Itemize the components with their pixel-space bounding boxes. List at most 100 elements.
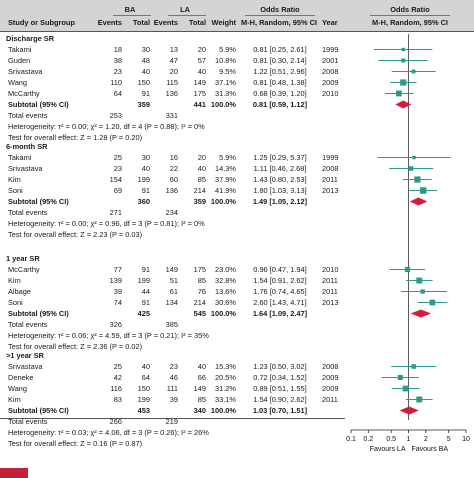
events-a-header: Events: [97, 18, 122, 27]
study-name: Srivastava: [8, 67, 43, 76]
subtotal-odds-ratio: 1.03 [0.70, 1.51]: [252, 406, 308, 415]
point-estimate: [429, 299, 436, 306]
study-name: Srivastava: [8, 362, 43, 371]
x-tick-label: 0.2: [363, 436, 373, 443]
total-b-cell: 214: [193, 186, 206, 195]
events-a-cell: 110: [110, 78, 122, 87]
weight-cell: 37.1%: [215, 78, 236, 87]
subtotal-total-a: 425: [137, 309, 150, 318]
odds-ratio-cell: 0.81 [0.48, 1.38]: [253, 78, 307, 87]
year-cell: 1999: [322, 45, 339, 54]
odds-ratio-cell: 0.72 [0.34, 1.52]: [253, 373, 307, 382]
events-a-cell: 25: [113, 362, 122, 371]
weight-cell: 5.9%: [219, 45, 236, 54]
total-a-cell: 40: [141, 164, 150, 173]
events-b-cell: 134: [165, 298, 178, 307]
subtotal-weight: 100.0%: [210, 406, 236, 415]
events-b-cell: 51: [169, 276, 178, 285]
events-b-cell: 13: [169, 45, 178, 54]
point-estimate: [412, 155, 416, 160]
subtotal-total-a: 359: [137, 100, 150, 109]
study-name: Wang: [8, 384, 28, 393]
weight-cell: 9.5%: [219, 67, 236, 76]
year-cell: 2008: [322, 362, 339, 371]
point-estimate: [402, 385, 409, 392]
odds-ratio-cell: 1.54 [0.91, 2.62]: [253, 276, 307, 285]
total-a-cell: 150: [137, 78, 150, 87]
total-b-cell: 175: [193, 265, 206, 274]
year-cell: 2013: [322, 298, 339, 307]
heterogeneity-text: Heterogeneity: τ² = 0.00; χ² = 1.20, df …: [8, 122, 205, 131]
plot-title-underline: [370, 15, 450, 16]
total-b-cell: 20: [197, 153, 206, 162]
group-b-underline: [168, 15, 206, 16]
subtotal-total-b: 545: [193, 309, 206, 318]
total-b-cell: 175: [193, 89, 206, 98]
study-name: Kim: [8, 175, 21, 184]
weight-cell: 30.6%: [215, 298, 236, 307]
total-events-b: 234: [165, 208, 178, 217]
events-a-cell: 64: [113, 89, 122, 98]
subtotal-weight: 100.0%: [210, 197, 236, 206]
events-a-cell: 139: [109, 276, 122, 285]
study-name: Wang: [8, 78, 28, 87]
group-b-header: LA: [180, 5, 190, 14]
study-name: Kim: [8, 395, 21, 404]
events-b-cell: 46: [169, 373, 178, 382]
events-b-cell: 16: [169, 153, 178, 162]
weight-cell: 31.3%: [215, 89, 236, 98]
total-b-cell: 149: [193, 78, 206, 87]
overall-effect-text: Test for overall effect: Z = 2.36 (P = 0…: [8, 342, 143, 351]
year-cell: 2008: [322, 164, 339, 173]
heterogeneity-text: Heterogeneity: τ² = 0.00; χ² = 0.96, df …: [8, 219, 205, 228]
year-cell: 2013: [322, 186, 339, 195]
point-estimate: [401, 58, 406, 63]
subtotal-total-a: 453: [137, 406, 150, 415]
total-a-cell: 91: [141, 265, 150, 274]
total-events-a: 266: [109, 417, 122, 426]
year-cell: 2009: [322, 78, 339, 87]
odds-ratio-cell: 1.11 [0.46, 2.68]: [253, 164, 307, 173]
group-heading: Discharge SR: [6, 34, 55, 43]
year-cell: 2011: [322, 395, 338, 404]
plot-method: M-H, Random, 95% CI: [372, 18, 448, 27]
subtotal-total-a: 360: [137, 197, 150, 206]
total-b-cell: 57: [197, 56, 206, 65]
total-events-label: Total events: [8, 320, 48, 329]
total-a-cell: 91: [141, 186, 150, 195]
odds-ratio-cell: 1.25 [0.29, 5.37]: [253, 153, 307, 162]
events-a-cell: 83: [113, 395, 122, 404]
events-b-cell: 149: [165, 265, 178, 274]
events-b-cell: 60: [169, 175, 178, 184]
study-name: Takami: [8, 153, 32, 162]
year-cell: 1999: [322, 153, 339, 162]
total-a-header: Total: [132, 18, 150, 27]
year-cell: 2011: [322, 276, 338, 285]
total-b-cell: 40: [197, 164, 206, 173]
events-b-cell: 22: [169, 164, 178, 173]
events-a-cell: 154: [109, 175, 122, 184]
odds-ratio-cell: 0.81 [0.25, 2.61]: [253, 45, 307, 54]
total-events-label: Total events: [8, 111, 48, 120]
total-a-cell: 150: [137, 384, 150, 393]
point-estimate: [401, 47, 405, 52]
events-b-cell: 39: [169, 395, 178, 404]
point-estimate: [411, 69, 416, 74]
point-estimate: [404, 266, 411, 273]
events-a-cell: 18: [113, 45, 122, 54]
favours-left-label: Favours LA: [370, 446, 406, 453]
events-a-cell: 77: [113, 265, 122, 274]
weight-cell: 32.8%: [215, 276, 236, 285]
weight-cell: 5.9%: [219, 153, 236, 162]
total-events-a: 271: [109, 208, 122, 217]
study-name: Soni: [8, 186, 23, 195]
total-b-cell: 66: [197, 373, 206, 382]
weight-cell: 41.9%: [215, 186, 236, 195]
odds-ratio-cell: 1.54 [0.90, 2.62]: [253, 395, 307, 404]
subtotal-diamond: [395, 100, 412, 109]
odds-ratio-header: Odds Ratio: [260, 5, 300, 14]
odds-ratio-cell: 0.89 [0.51, 1.55]: [253, 384, 307, 393]
subtotal-label: Subtotal (95% CI): [8, 197, 69, 206]
year-cell: 2011: [322, 287, 338, 296]
year-cell: 2010: [322, 89, 339, 98]
